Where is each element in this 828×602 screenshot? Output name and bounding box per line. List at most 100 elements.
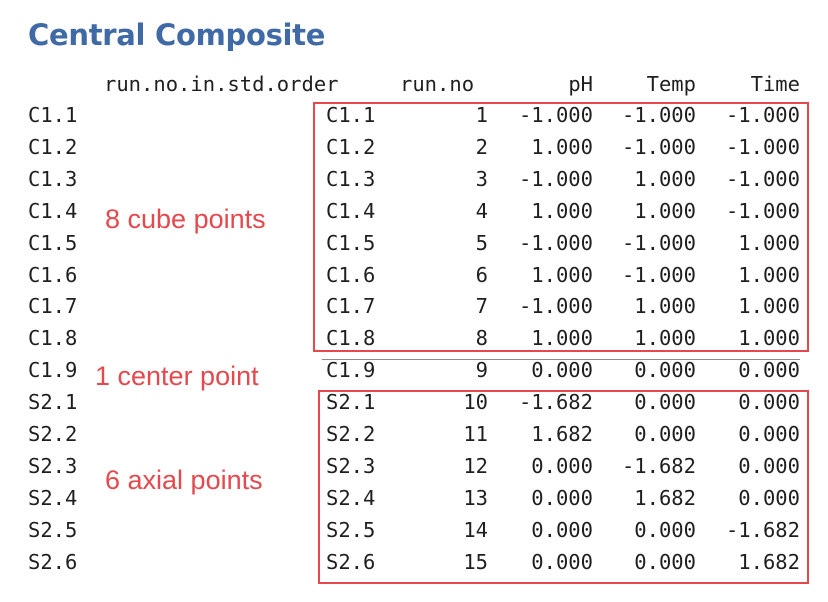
cell-run-no: 8	[475, 326, 488, 350]
separator-line	[322, 359, 800, 360]
row-label: C1.9	[28, 358, 78, 382]
cell-ph: 1.000	[531, 326, 593, 350]
row-name: C1.5	[326, 231, 376, 255]
header-ph: pH	[568, 72, 593, 96]
row-name: S2.3	[326, 454, 376, 478]
cell-run-no: 9	[475, 358, 488, 382]
cell-time: 0.000	[738, 358, 800, 382]
row-name: C1.6	[326, 263, 376, 287]
cell-ph: -1.000	[518, 103, 593, 127]
row-label: C1.4	[28, 199, 78, 223]
cell-time: 1.000	[738, 263, 800, 287]
cell-run-no: 11	[463, 422, 488, 446]
row-label: S2.3	[28, 454, 78, 478]
row-name: S2.4	[326, 486, 376, 510]
cell-time: 1.682	[738, 550, 800, 574]
cell-temp: 0.000	[634, 422, 696, 446]
cell-time: 1.000	[738, 326, 800, 350]
cell-run-no: 5	[475, 231, 488, 255]
row-label: C1.7	[28, 294, 78, 318]
cell-run-no: 12	[463, 454, 488, 478]
cell-time: 0.000	[738, 486, 800, 510]
row-name: C1.8	[326, 326, 376, 350]
cell-time: 0.000	[738, 390, 800, 414]
cell-run-no: 6	[475, 263, 488, 287]
cell-time: 0.000	[738, 454, 800, 478]
header-temp: Temp	[646, 72, 696, 96]
row-name: S2.6	[326, 550, 376, 574]
cell-temp: -1.682	[621, 454, 696, 478]
cell-ph: 1.000	[531, 135, 593, 159]
cell-temp: 0.000	[634, 358, 696, 382]
cube-points-annotation: 8 cube points	[105, 204, 266, 234]
row-label: C1.6	[28, 263, 78, 287]
row-name: S2.5	[326, 518, 376, 542]
cell-run-no: 13	[463, 486, 488, 510]
cell-temp: -1.000	[621, 135, 696, 159]
row-name: C1.4	[326, 199, 376, 223]
cell-time: 0.000	[738, 422, 800, 446]
row-name: C1.9	[326, 358, 376, 382]
header-time: Time	[750, 72, 800, 96]
cell-time: -1.000	[725, 167, 800, 191]
cell-ph: 1.000	[531, 263, 593, 287]
cell-temp: 0.000	[634, 390, 696, 414]
cube-points-box	[313, 102, 809, 352]
center-point-annotation: 1 center point	[95, 361, 259, 391]
row-label: S2.1	[28, 390, 78, 414]
cell-run-no: 15	[463, 550, 488, 574]
cell-run-no: 3	[475, 167, 488, 191]
cell-temp: 1.000	[634, 199, 696, 223]
cell-time: -1.000	[725, 103, 800, 127]
cell-run-no: 14	[463, 518, 488, 542]
cell-time: -1.000	[725, 199, 800, 223]
cell-ph: 0.000	[531, 550, 593, 574]
row-name: S2.1	[326, 390, 376, 414]
cell-temp: -1.000	[621, 263, 696, 287]
cell-ph: 0.000	[531, 454, 593, 478]
cell-ph: 0.000	[531, 486, 593, 510]
cell-ph: 1.000	[531, 199, 593, 223]
row-name: C1.3	[326, 167, 376, 191]
cell-run-no: 7	[475, 294, 488, 318]
cell-temp: 1.000	[634, 326, 696, 350]
cell-run-no: 10	[463, 390, 488, 414]
cell-ph: 0.000	[531, 358, 593, 382]
row-label: S2.5	[28, 518, 78, 542]
row-label: C1.5	[28, 231, 78, 255]
row-name: S2.2	[326, 422, 376, 446]
row-label: S2.2	[28, 422, 78, 446]
row-label: S2.6	[28, 550, 78, 574]
row-label: C1.2	[28, 135, 78, 159]
cell-time: -1.000	[725, 135, 800, 159]
cell-time: 1.000	[738, 294, 800, 318]
cell-time: -1.682	[725, 518, 800, 542]
cell-ph: 0.000	[531, 518, 593, 542]
row-name: C1.1	[326, 103, 376, 127]
cell-temp: 1.000	[634, 167, 696, 191]
axial-points-annotation: 6 axial points	[105, 465, 263, 495]
cell-run-no: 1	[475, 103, 488, 127]
cell-temp: 1.000	[634, 294, 696, 318]
cell-temp: 0.000	[634, 518, 696, 542]
cell-temp: -1.000	[621, 103, 696, 127]
cell-temp: 0.000	[634, 550, 696, 574]
row-label: C1.1	[28, 103, 78, 127]
row-label: C1.8	[28, 326, 78, 350]
cell-ph: -1.000	[518, 167, 593, 191]
row-label: C1.3	[28, 167, 78, 191]
cell-ph: -1.000	[518, 294, 593, 318]
cell-ph: 1.682	[531, 422, 593, 446]
axial-points-box	[318, 390, 809, 584]
cell-ph: -1.682	[518, 390, 593, 414]
row-name: C1.7	[326, 294, 376, 318]
cell-temp: 1.682	[634, 486, 696, 510]
cell-run-no: 2	[475, 135, 488, 159]
cell-temp: -1.000	[621, 231, 696, 255]
row-name: C1.2	[326, 135, 376, 159]
header-run-no: run.no	[400, 72, 475, 96]
cell-run-no: 4	[475, 199, 488, 223]
page-title: Central Composite	[28, 18, 326, 52]
row-label: S2.4	[28, 486, 78, 510]
cell-ph: -1.000	[518, 231, 593, 255]
